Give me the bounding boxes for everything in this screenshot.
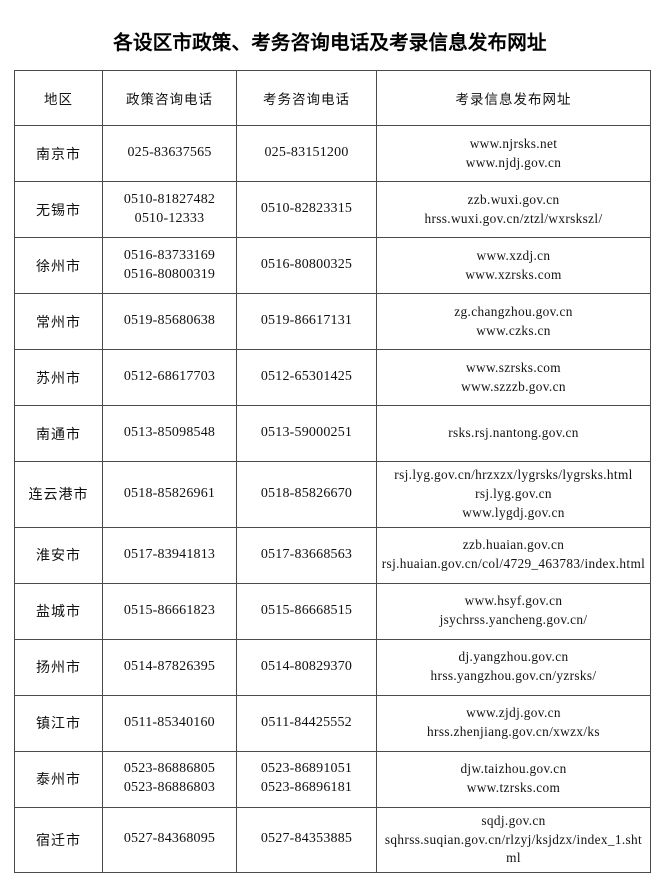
cell-region: 苏州市 (14, 349, 103, 406)
table-row: 常州市 0519-85680638 0519-86617131 zg.changzho… (14, 293, 651, 350)
contact-info-table: 地区 政策咨询电话 考务咨询电话 考录信息发布网址 南京市 025-8363756… (14, 70, 651, 874)
cell-url: zg.changzhou.gov.cn www.czks.cn (376, 293, 651, 350)
cell-url: djw.taizhou.gov.cn www.tzrsks.com (376, 750, 651, 808)
cell-exam-phone: 0519-86617131 (236, 293, 377, 350)
cell-exam-phone: 0527-84353885 (236, 806, 377, 874)
cell-policy-phone: 0510-81827482 0510-12333 (102, 181, 237, 238)
cell-region: 镇江市 (14, 694, 103, 752)
cell-region: 徐州市 (14, 237, 103, 294)
cell-url: zzb.huaian.gov.cn rsj.huaian.gov.cn/col/… (376, 526, 651, 584)
cell-policy-phone: 0511-85340160 (102, 694, 237, 752)
cell-policy-phone: 0514-87826395 (102, 638, 237, 696)
table-row: 连云港市 0518-85826961 0518-85826670 rsj.lyg.go… (14, 461, 651, 528)
cell-url: www.hsyf.gov.cn jsychrss.yancheng.gov.cn… (376, 582, 651, 640)
table-row: 泰州市 0523-86886805 0523-86886803 0523-86891… (14, 750, 651, 808)
cell-region: 扬州市 (14, 638, 103, 696)
cell-url: rsj.lyg.gov.cn/hrzxzx/lygrsks/lygrsks.ht… (376, 461, 651, 528)
column-header-exam-phone: 考务咨询电话 (236, 70, 377, 126)
cell-region: 南京市 (14, 125, 103, 182)
cell-exam-phone: 0516-80800325 (236, 237, 377, 294)
table-row: 淮安市 0517-83941813 0517-83668563 zzb.huaian.… (14, 526, 651, 584)
table-row: 镇江市 0511-85340160 0511-84425552 www.zjdj.go… (14, 694, 651, 752)
table-row: 南京市 025-83637565 025-83151200 www.njrsks.ne… (14, 125, 651, 182)
cell-exam-phone: 0518-85826670 (236, 461, 377, 528)
cell-region: 淮安市 (14, 526, 103, 584)
cell-policy-phone: 0523-86886805 0523-86886803 (102, 750, 237, 808)
cell-url: dj.yangzhou.gov.cn hrss.yangzhou.gov.cn/… (376, 638, 651, 696)
column-header-policy-phone: 政策咨询电话 (102, 70, 237, 126)
column-header-url: 考录信息发布网址 (376, 70, 651, 126)
cell-region: 宿迁市 (14, 806, 103, 874)
cell-exam-phone: 0514-80829370 (236, 638, 377, 696)
cell-exam-phone: 0512-65301425 (236, 349, 377, 406)
table-body: 南京市 025-83637565 025-83151200 www.njrsks.ne… (14, 125, 651, 874)
cell-url: www.szrsks.com www.szzzb.gov.cn (376, 349, 651, 406)
table-row: 苏州市 0512-68617703 0512-65301425 www.szrsks.… (14, 349, 651, 406)
cell-region: 连云港市 (14, 461, 103, 528)
cell-policy-phone: 0527-84368095 (102, 806, 237, 874)
cell-url: www.njrsks.net www.njdj.gov.cn (376, 125, 651, 182)
cell-exam-phone: 0510-82823315 (236, 181, 377, 238)
cell-region: 泰州市 (14, 750, 103, 808)
cell-exam-phone: 0517-83668563 (236, 526, 377, 584)
cell-region: 盐城市 (14, 582, 103, 640)
table-header-row: 地区 政策咨询电话 考务咨询电话 考录信息发布网址 (14, 70, 651, 126)
table-row: 宿迁市 0527-84368095 0527-84353885 sqdj.gov.cn… (14, 806, 651, 874)
table-header: 地区 政策咨询电话 考务咨询电话 考录信息发布网址 (14, 70, 651, 126)
cell-url: zzb.wuxi.gov.cn hrss.wuxi.gov.cn/ztzl/wx… (376, 181, 651, 238)
table-row: 扬州市 0514-87826395 0514-80829370 dj.yangzhou… (14, 638, 651, 696)
cell-policy-phone: 0518-85826961 (102, 461, 237, 528)
column-header-region: 地区 (14, 70, 103, 126)
table-row: 南通市 0513-85098548 0513-59000251 rsks.rsj.na… (14, 405, 651, 462)
cell-url: www.zjdj.gov.cn hrss.zhenjiang.gov.cn/xw… (376, 694, 651, 752)
cell-region: 无锡市 (14, 181, 103, 238)
cell-policy-phone: 0513-85098548 (102, 405, 237, 462)
cell-exam-phone: 0523-86891051 0523-86896181 (236, 750, 377, 808)
cell-region: 南通市 (14, 405, 103, 462)
cell-exam-phone: 0511-84425552 (236, 694, 377, 752)
cell-url: rsks.rsj.nantong.gov.cn (376, 405, 651, 462)
table-row: 徐州市 0516-83733169 0516-80800319 0516-80800… (14, 237, 651, 294)
table-row: 无锡市 0510-81827482 0510-12333 0510-82823315… (14, 181, 651, 238)
cell-exam-phone: 025-83151200 (236, 125, 377, 182)
page-title: 各设区市政策、考务咨询电话及考录信息发布网址 (113, 32, 547, 54)
table-container: 地区 政策咨询电话 考务咨询电话 考录信息发布网址 南京市 025-8363756… (14, 70, 651, 874)
cell-url: www.xzdj.cn www.xzrsks.com (376, 237, 651, 294)
cell-policy-phone: 0516-83733169 0516-80800319 (102, 237, 237, 294)
cell-exam-phone: 0515-86668515 (236, 582, 377, 640)
cell-policy-phone: 0519-85680638 (102, 293, 237, 350)
cell-exam-phone: 0513-59000251 (236, 405, 377, 462)
cell-region: 常州市 (14, 293, 103, 350)
cell-policy-phone: 0512-68617703 (102, 349, 237, 406)
table-row: 盐城市 0515-86661823 0515-86668515 www.hsyf.go… (14, 582, 651, 640)
cell-policy-phone: 025-83637565 (102, 125, 237, 182)
cell-policy-phone: 0515-86661823 (102, 582, 237, 640)
cell-policy-phone: 0517-83941813 (102, 526, 237, 584)
cell-url: sqdj.gov.cn sqhrss.suqian.gov.cn/rlzyj/k… (376, 806, 651, 874)
